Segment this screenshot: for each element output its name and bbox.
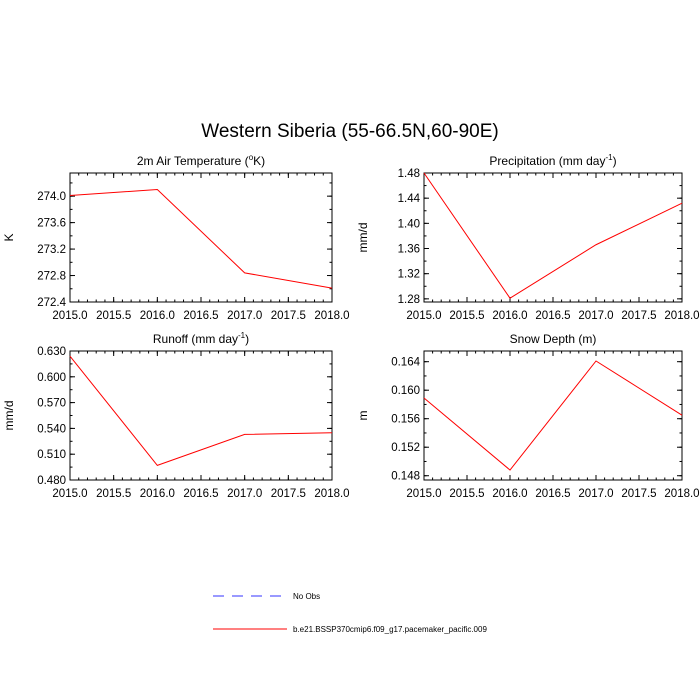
x-tick-label: 2016.5	[535, 488, 570, 500]
panel-title-main: Runoff (mm day	[153, 332, 238, 346]
panel-title: 2m Air Temperature (oK)	[137, 153, 265, 168]
x-tick-label: 2015.5	[96, 488, 131, 500]
chart-panel-2: Precipitation (mm day-1) mm/d 2015.0 2015.5…	[356, 153, 700, 322]
y-tick-label: 1.36	[398, 244, 420, 256]
y-tick-label: 274.0	[37, 191, 66, 203]
panel-title: Precipitation (mm day-1)	[489, 153, 616, 168]
y-axis-label: K	[2, 233, 16, 241]
panel-title-superscript: -1	[238, 331, 246, 340]
x-tick-label: 2018.0	[664, 488, 699, 500]
chart-panel-3: Runoff (mm day-1) mm/d 2015.0 2015.5 2016.0 2…	[2, 331, 350, 500]
x-tick-label: 2017.0	[227, 488, 262, 500]
y-tick-label: 1.48	[398, 168, 420, 180]
x-tick-label: 2017.5	[621, 310, 656, 322]
x-tick-label: 2015.0	[52, 488, 87, 500]
panels: 2m Air Temperature (oK) K 2015.0 2015.5 2016…	[2, 153, 700, 500]
y-tick-label: 0.570	[37, 398, 66, 410]
panel-title-superscript: o	[249, 153, 254, 162]
x-tick-label: 2015.0	[406, 310, 441, 322]
y-tick-label: 1.28	[398, 294, 420, 306]
y-tick-label: 273.2	[37, 244, 66, 256]
panel-title-end: )	[245, 332, 249, 346]
y-tick-label: 0.540	[37, 423, 66, 435]
x-tick-label: 2016.5	[183, 488, 218, 500]
x-tick-label: 2015.0	[406, 488, 441, 500]
x-tick-label: 2017.0	[227, 310, 262, 322]
x-tick-label: 2017.5	[271, 310, 306, 322]
x-tick-label: 2015.5	[96, 310, 131, 322]
plot-frame	[423, 172, 683, 303]
series-line-model	[69, 189, 333, 289]
figure-title: Western Siberia (55-66.5N,60-90E)	[201, 121, 498, 142]
y-tick-label: 0.630	[37, 346, 66, 358]
y-tick-label: 272.8	[37, 271, 66, 283]
series-line-model	[69, 355, 333, 466]
x-tick-label: 2015.5	[449, 488, 484, 500]
panel-title: Runoff (mm day-1)	[153, 331, 249, 346]
panel-title-end: K)	[253, 154, 265, 168]
panel-title-main: 2m Air Temperature (	[137, 154, 249, 168]
x-tick-label: 2018.0	[314, 488, 349, 500]
series-line-model	[423, 172, 683, 299]
x-tick-label: 2017.5	[271, 488, 306, 500]
x-tick-label: 2018.0	[314, 310, 349, 322]
y-tick-label: 1.40	[398, 218, 420, 230]
y-tick-label: 0.152	[391, 442, 420, 454]
x-tick-label: 2017.5	[621, 488, 656, 500]
panel-title-main: Precipitation (mm day	[489, 154, 605, 168]
x-tick-label: 2018.0	[664, 310, 699, 322]
y-axis-label: m	[356, 411, 370, 421]
x-tick-label: 2016.0	[140, 488, 175, 500]
y-tick-label: 0.156	[391, 414, 420, 426]
x-tick-label: 2016.0	[492, 310, 527, 322]
legend-model-label: b.e21.BSSP370cmip6.f09_g17.pacemaker_pac…	[293, 625, 487, 634]
x-tick-label: 2016.0	[492, 488, 527, 500]
y-tick-label: 1.44	[398, 193, 421, 205]
chart-panel-1: 2m Air Temperature (oK) K 2015.0 2015.5 2016…	[2, 153, 350, 322]
panel-title: Snow Depth (m)	[510, 332, 597, 346]
y-axis-label: mm/d	[2, 401, 16, 431]
panel-title-superscript: -1	[605, 153, 613, 162]
plot-frame	[69, 350, 333, 481]
panel-title-main: Snow Depth (m)	[510, 332, 597, 346]
x-tick-label: 2016.0	[140, 310, 175, 322]
y-tick-label: 0.510	[37, 449, 66, 461]
x-tick-label: 2015.0	[52, 310, 87, 322]
y-tick-label: 0.600	[37, 372, 66, 384]
y-tick-label: 0.480	[37, 475, 66, 487]
y-tick-label: 0.160	[391, 385, 420, 397]
x-tick-label: 2016.5	[535, 310, 570, 322]
panel-title-end: )	[613, 154, 617, 168]
series-line-model	[423, 360, 683, 471]
x-tick-label: 2016.5	[183, 310, 218, 322]
y-tick-label: 273.6	[37, 218, 66, 230]
y-tick-label: 0.148	[391, 471, 420, 483]
x-tick-label: 2015.5	[449, 310, 484, 322]
x-tick-label: 2017.0	[578, 310, 613, 322]
y-tick-label: 1.32	[398, 269, 420, 281]
legend-obs-label: No Obs	[293, 592, 320, 601]
chart-panel-4: Snow Depth (m) m 2015.0 2015.5 2016.0 2016.5 2…	[356, 332, 700, 500]
y-axis-label: mm/d	[356, 223, 370, 253]
y-tick-label: 0.164	[391, 357, 420, 369]
legend: No Obs b.e21.BSSP370cmip6.f09_g17.pacema…	[213, 592, 487, 634]
x-tick-label: 2017.0	[578, 488, 613, 500]
y-tick-label: 272.4	[37, 297, 66, 309]
